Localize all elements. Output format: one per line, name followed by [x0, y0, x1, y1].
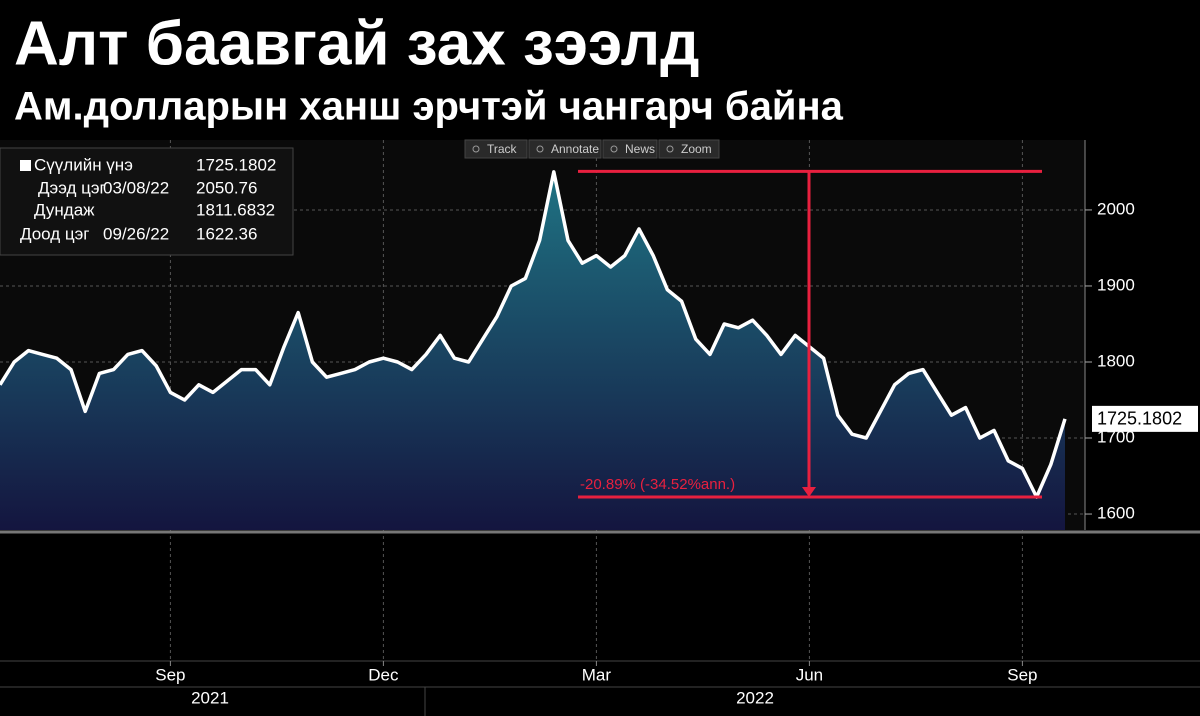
legend-swatch — [20, 160, 31, 171]
year-label: 2022 — [736, 688, 774, 707]
annotation: -20.89% (-34.52%ann.) — [580, 476, 735, 493]
toolbar-icon — [610, 145, 618, 153]
legend-name: Сүүлийн үнэ — [34, 155, 133, 174]
legend-value: 2050.76 — [196, 178, 257, 197]
toolbar-button[interactable] — [464, 139, 528, 159]
legend-date: 09/26/22 — [103, 224, 169, 243]
legend-name: Доод цэг — [20, 224, 90, 243]
axes: 1600 1700 1800 1900 2000 Sep Dec Mar Jun Sep 2021 2… — [155, 199, 1198, 707]
legend-date: 03/08/22 — [103, 178, 169, 197]
y-tick-label: 1800 — [1097, 351, 1135, 370]
toolbar-label[interactable]: Track — [487, 142, 518, 156]
y-tick-label: 1600 — [1097, 504, 1135, 523]
last-value-box — [1092, 405, 1198, 432]
chart-title: Алт баавгай зах зээлд — [14, 9, 699, 78]
year-label: 2021 — [191, 688, 229, 707]
legend-box — [0, 147, 294, 256]
data: -20.89% (-34.52%ann.) — [0, 169, 1067, 530]
x-tick-label: Sep — [155, 665, 185, 684]
last-value-label: 1725.1802 — [1097, 409, 1182, 429]
legend-value: 1811.6832 — [196, 200, 275, 219]
x-tick-label: Jun — [796, 665, 823, 684]
toolbar-icon — [536, 145, 544, 153]
area — [0, 171, 1065, 530]
y-tick-label: 1900 — [1097, 275, 1135, 294]
toolbar-button[interactable] — [602, 139, 658, 159]
x-tick-label: Sep — [1007, 665, 1037, 684]
x-tick-label: Dec — [368, 665, 399, 684]
y-tick-label: 1700 — [1097, 427, 1135, 446]
line — [0, 170, 1067, 499]
toolbar-label[interactable]: Zoom — [681, 142, 712, 156]
chart-subtitle: Ам.долларын ханш эрчтэй чангарч байна — [14, 85, 844, 129]
toolbar: Track Annotate News Zoom — [464, 139, 720, 159]
toolbar-icon — [472, 145, 480, 153]
arrow-head — [802, 487, 816, 498]
toolbar-label[interactable]: Annotate — [551, 142, 599, 156]
x-tick-label: Mar — [582, 665, 612, 684]
toolbar-label[interactable]: News — [625, 142, 655, 156]
legend-name: Дундаж — [34, 200, 95, 219]
toolbar-button[interactable] — [528, 139, 602, 159]
toolbar-button[interactable] — [658, 139, 720, 159]
toolbar-icon — [666, 145, 674, 153]
legend-value: 1725.1802 — [196, 155, 276, 174]
legend-name: Дээд цэг — [38, 178, 106, 197]
y-tick-label: 2000 — [1097, 199, 1135, 218]
legend-value: 1622.36 — [196, 224, 257, 243]
